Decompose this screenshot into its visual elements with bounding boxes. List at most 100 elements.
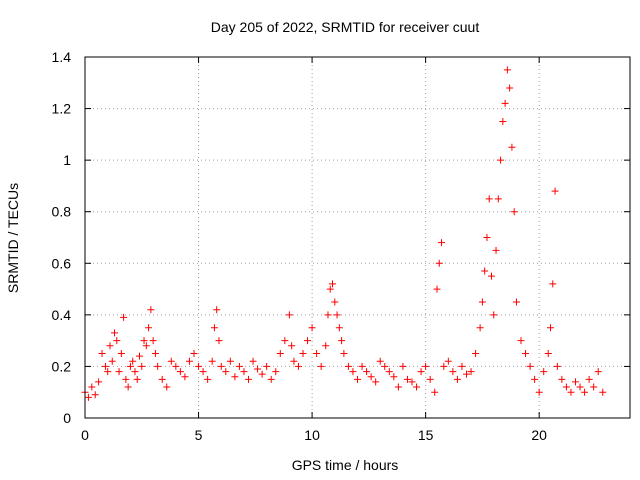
- data-point: [101, 362, 109, 370]
- data-point: [354, 375, 361, 383]
- data-point: [338, 337, 346, 345]
- data-point: [449, 368, 457, 376]
- data-point: [294, 362, 302, 370]
- data-point: [235, 362, 243, 370]
- y-tick-label: 0.8: [52, 204, 72, 220]
- data-point: [344, 362, 352, 370]
- data-point: [120, 313, 128, 321]
- data-point: [547, 324, 555, 332]
- data-point: [478, 298, 486, 306]
- data-point: [222, 368, 230, 376]
- data-point: [126, 362, 134, 370]
- data-point: [272, 368, 280, 376]
- x-tick-label: 0: [81, 427, 89, 443]
- data-point: [95, 378, 103, 386]
- data-point: [326, 285, 334, 293]
- data-point: [358, 362, 366, 370]
- data-point: [149, 337, 157, 345]
- data-point: [91, 391, 99, 399]
- data-point: [490, 311, 498, 319]
- data-point: [590, 383, 598, 391]
- data-point: [158, 375, 166, 383]
- data-point: [140, 337, 148, 345]
- data-point: [503, 66, 511, 74]
- data-point: [472, 350, 480, 358]
- data-point: [440, 362, 448, 370]
- data-point: [145, 324, 153, 332]
- data-point: [122, 375, 130, 383]
- data-point: [413, 383, 421, 391]
- data-point: [176, 368, 184, 376]
- data-point: [540, 368, 548, 376]
- data-point: [285, 311, 293, 319]
- data-point: [458, 362, 466, 370]
- data-point: [88, 383, 96, 391]
- data-point: [549, 280, 557, 288]
- x-tick-label: 10: [304, 427, 320, 443]
- data-point: [340, 350, 348, 358]
- data-point: [240, 368, 248, 376]
- data-point: [372, 378, 380, 386]
- data-point: [163, 383, 171, 391]
- data-point: [501, 99, 509, 107]
- data-point: [381, 362, 389, 370]
- data-point: [467, 368, 475, 376]
- data-points: [81, 66, 607, 401]
- data-point: [594, 368, 602, 376]
- data-point: [84, 393, 92, 401]
- data-point: [151, 350, 159, 358]
- data-point: [508, 143, 516, 151]
- data-point: [288, 342, 296, 350]
- data-point: [249, 357, 257, 365]
- data-point: [487, 272, 495, 280]
- data-point: [267, 375, 275, 383]
- data-point: [517, 337, 525, 345]
- data-point: [217, 362, 225, 370]
- data-point: [322, 342, 330, 350]
- data-point: [181, 373, 189, 381]
- data-point: [553, 362, 561, 370]
- data-point: [129, 357, 137, 365]
- axis-ticks: [84, 56, 630, 419]
- data-point: [558, 375, 566, 383]
- data-point: [376, 357, 384, 365]
- data-point: [108, 357, 116, 365]
- data-point: [367, 373, 375, 381]
- y-tick-label: 1.2: [52, 101, 72, 117]
- y-tick-labels: 0 0.2 0.4 0.6 0.8 1 1.2 1.4: [52, 49, 72, 426]
- data-point: [142, 342, 150, 350]
- data-point: [506, 84, 514, 92]
- data-point: [551, 187, 559, 195]
- data-point: [245, 375, 252, 383]
- data-point: [304, 337, 312, 345]
- y-tick-label: 0.2: [52, 358, 72, 374]
- data-point: [258, 370, 266, 378]
- data-point: [333, 311, 341, 319]
- data-point: [544, 350, 552, 358]
- data-point: [308, 324, 316, 332]
- data-point: [385, 368, 393, 376]
- data-point: [299, 350, 307, 358]
- data-point: [567, 388, 575, 396]
- data-point: [476, 324, 484, 332]
- data-point: [204, 375, 212, 383]
- data-point: [195, 362, 203, 370]
- data-point: [254, 365, 262, 373]
- data-point: [290, 357, 298, 365]
- data-point: [231, 373, 239, 381]
- chart-title: Day 205 of 2022, SRMTID for receiver cuu…: [211, 19, 480, 35]
- y-tick-label: 0.4: [52, 307, 72, 323]
- data-point: [433, 285, 441, 293]
- data-point: [435, 259, 443, 267]
- data-point: [199, 368, 207, 376]
- grid-lines: [85, 57, 630, 418]
- data-point: [131, 368, 139, 376]
- data-point: [481, 267, 489, 275]
- data-point: [453, 375, 461, 383]
- data-point: [115, 368, 123, 376]
- data-point: [426, 375, 434, 383]
- y-axis-label: SRMTID / TECUs: [5, 183, 21, 293]
- y-tick-label: 0: [63, 410, 71, 426]
- data-point: [390, 373, 398, 381]
